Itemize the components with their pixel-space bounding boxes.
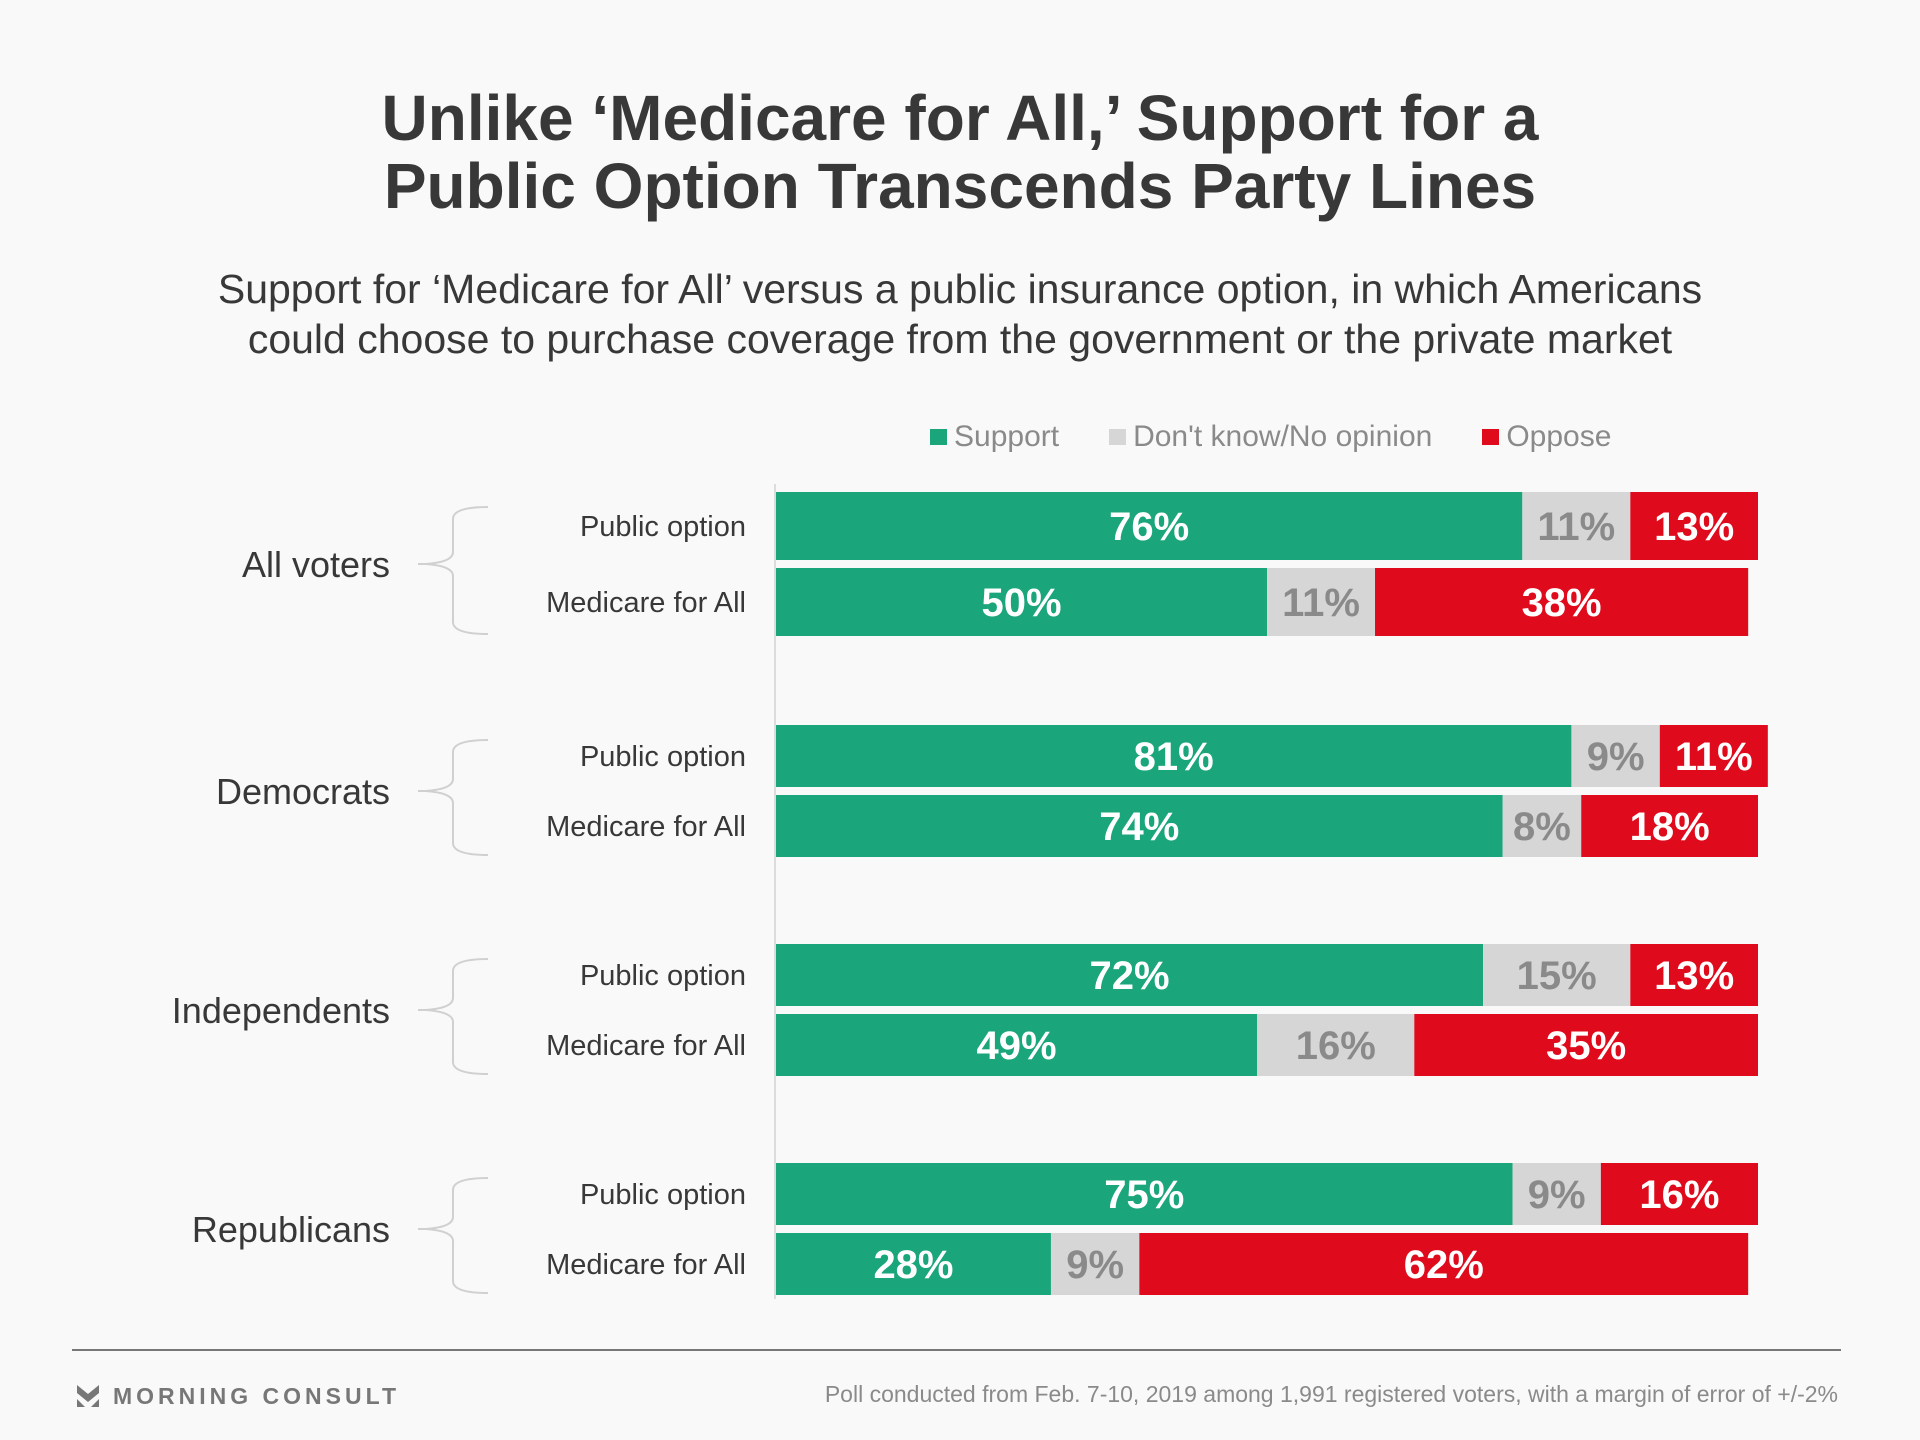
data-label-democrats-public-option-don-t-know-no-opinion: 9% [1587, 735, 1645, 779]
chart-title-line-2: Public Option Transcends Party Lines [383, 150, 1537, 222]
data-label-all-voters-public-option-support: 76% [1109, 505, 1189, 549]
data-label-democrats-public-option-support: 81% [1134, 735, 1214, 779]
legend-swatch-no-opinion [1109, 429, 1127, 445]
bar-segment-independents-public-option-oppose [1630, 944, 1758, 1006]
poll-methodology-note: Poll conducted from Feb. 7-10, 2019 amon… [824, 1381, 1838, 1407]
bar-label-democrats-medicare-for-all: Medicare for All [546, 811, 746, 843]
data-label-independents-medicare-for-all-oppose: 35% [1546, 1024, 1626, 1068]
bar-segment-all-voters-public-option-don-t-know-no-opinion [1522, 492, 1631, 560]
data-label-independents-public-option-don-t-know-no-opinion: 15% [1517, 954, 1597, 998]
data-label-all-voters-medicare-for-all-don-t-know-no-opinion: 11% [1282, 581, 1360, 625]
data-label-all-voters-medicare-for-all-support: 50% [981, 581, 1061, 625]
legend-item-support: Support [930, 420, 1059, 454]
bar-label-democrats-public-option: Public option [580, 741, 746, 773]
bar-segment-republicans-medicare-for-all-oppose [1139, 1233, 1749, 1295]
group-label-democrats: Democrats [216, 771, 390, 812]
data-label-republicans-public-option-support: 75% [1104, 1173, 1184, 1217]
group-brace-all-voters [418, 506, 489, 635]
bar-segment-democrats-medicare-for-all-don-t-know-no-opinion [1502, 795, 1582, 857]
chart-title: Unlike ‘Medicare for All,’ Support for a… [0, 84, 1920, 220]
bar-segment-all-voters-medicare-for-all-oppose [1375, 568, 1749, 636]
data-label-all-voters-medicare-for-all-oppose: 38% [1522, 581, 1602, 625]
bar-segment-independents-public-option-support [776, 944, 1484, 1006]
bar-label-independents-medicare-for-all: Medicare for All [546, 1030, 746, 1062]
legend-label-no-opinion: Don't know/No opinion [1133, 420, 1433, 453]
bar-label-all-voters-public-option: Public option [580, 511, 746, 543]
brand-name: MORNING CONSULT [113, 1383, 401, 1409]
bar-label-all-voters-medicare-for-all: Medicare for All [546, 587, 746, 619]
morning-consult-logo: MORNING CONSULT [77, 1384, 400, 1408]
data-label-republicans-public-option-don-t-know-no-opinion: 9% [1528, 1173, 1586, 1217]
group-brace-independents [418, 958, 489, 1075]
data-label-democrats-medicare-for-all-support: 74% [1099, 805, 1179, 849]
data-label-all-voters-public-option-don-t-know-no-opinion: 11% [1537, 505, 1615, 549]
bar-segment-all-voters-public-option-oppose [1630, 492, 1758, 560]
bar-segment-republicans-public-option-support [776, 1163, 1513, 1225]
legend-label-oppose: Oppose [1506, 420, 1612, 453]
chart-legend: Support Don't know/No opinion Oppose [930, 420, 1661, 454]
bar-segment-democrats-public-option-oppose [1659, 725, 1768, 787]
bar-segment-republicans-public-option-don-t-know-no-opinion [1512, 1163, 1601, 1225]
data-label-independents-medicare-for-all-support: 49% [977, 1024, 1057, 1068]
bar-label-republicans-public-option: Public option [580, 1179, 746, 1211]
data-label-republicans-medicare-for-all-don-t-know-no-opinion: 9% [1066, 1243, 1124, 1287]
chart-subtitle: Support for ‘Medicare for All’ versus a … [0, 264, 1920, 364]
legend-item-oppose: Oppose [1482, 420, 1611, 454]
bar-segment-democrats-public-option-don-t-know-no-opinion [1571, 725, 1660, 787]
bar-segment-democrats-medicare-for-all-support [776, 795, 1503, 857]
bar-segment-republicans-medicare-for-all-don-t-know-no-opinion [1050, 1233, 1140, 1295]
data-label-republicans-medicare-for-all-oppose: 62% [1404, 1243, 1484, 1287]
data-label-democrats-medicare-for-all-don-t-know-no-opinion: 8% [1513, 805, 1571, 849]
bar-segment-all-voters-public-option-support [776, 492, 1523, 560]
group-brace-republicans [418, 1177, 489, 1294]
bar-segment-independents-medicare-for-all-don-t-know-no-opinion [1257, 1014, 1415, 1076]
legend-label-support: Support [954, 420, 1060, 453]
chart-subtitle-line-2: could choose to purchase coverage from t… [247, 316, 1673, 362]
legend-swatch-support [930, 429, 947, 445]
bar-segment-democrats-medicare-for-all-oppose [1581, 795, 1758, 857]
bar-segment-all-voters-medicare-for-all-support [776, 568, 1267, 636]
data-label-independents-public-option-oppose: 13% [1654, 954, 1734, 998]
bar-segment-democrats-public-option-support [776, 725, 1572, 787]
morning-consult-logo-icon [77, 1385, 99, 1407]
bar-label-independents-public-option: Public option [580, 960, 746, 992]
bar-segment-independents-public-option-don-t-know-no-opinion [1483, 944, 1631, 1006]
chart-subtitle-line-1: Support for ‘Medicare for All’ versus a … [217, 266, 1703, 312]
group-label-independents: Independents [172, 990, 390, 1031]
data-label-democrats-public-option-oppose: 11% [1675, 735, 1753, 779]
bar-segment-independents-medicare-for-all-oppose [1414, 1014, 1758, 1076]
group-label-republicans: Republicans [192, 1209, 390, 1250]
data-label-independents-public-option-support: 72% [1089, 954, 1169, 998]
group-brace-democrats [418, 739, 489, 856]
data-label-republicans-public-option-oppose: 16% [1639, 1173, 1719, 1217]
bar-label-republicans-medicare-for-all: Medicare for All [546, 1249, 746, 1281]
legend-item-no-opinion: Don't know/No opinion [1109, 420, 1432, 454]
bar-segment-republicans-public-option-oppose [1600, 1163, 1758, 1225]
bar-segment-independents-medicare-for-all-support [776, 1014, 1258, 1076]
data-label-independents-medicare-for-all-don-t-know-no-opinion: 16% [1296, 1024, 1376, 1068]
footer-divider [72, 1349, 1841, 1351]
chart-title-line-1: Unlike ‘Medicare for All,’ Support for a [381, 82, 1539, 154]
bar-segment-republicans-medicare-for-all-support [776, 1233, 1051, 1295]
group-label-all-voters: All voters [242, 544, 390, 585]
data-label-republicans-medicare-for-all-support: 28% [873, 1243, 953, 1287]
legend-swatch-oppose [1482, 429, 1500, 445]
bar-segment-all-voters-medicare-for-all-don-t-know-no-opinion [1267, 568, 1376, 636]
data-label-all-voters-public-option-oppose: 13% [1654, 505, 1734, 549]
data-label-democrats-medicare-for-all-oppose: 18% [1630, 805, 1710, 849]
